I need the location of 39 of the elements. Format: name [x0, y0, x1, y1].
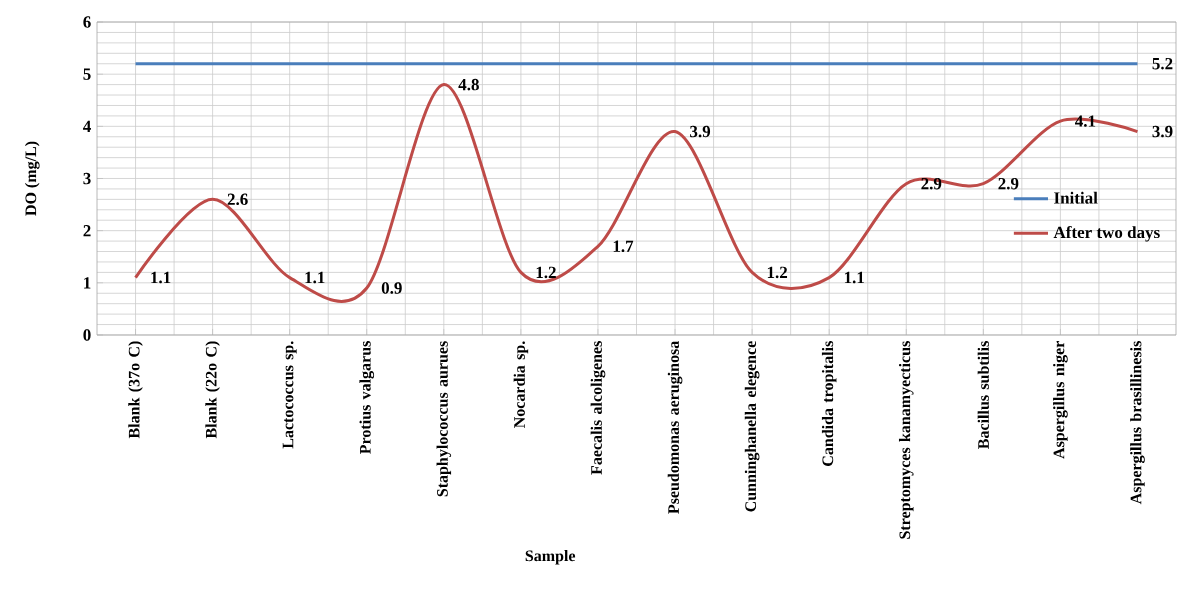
- x-tick-label: Protius valgarus: [359, 341, 375, 454]
- x-tick-label: Aspergillus brasillinesis: [1130, 341, 1145, 505]
- data-label: 5.2: [1152, 57, 1173, 70]
- x-tick-label: Candida tropitalis: [821, 341, 837, 466]
- y-axis-title: DO (mg/L): [24, 141, 40, 216]
- x-axis-title: Sample: [525, 549, 576, 565]
- x-tick-label: Lactococcus sp.: [282, 341, 297, 449]
- y-tick-label: 6: [83, 16, 91, 28]
- y-tick-label: 5: [83, 68, 91, 80]
- data-label: 1.1: [305, 271, 325, 284]
- y-tick-label: 4: [82, 120, 91, 132]
- x-tick-label: Cunninghanella elegence: [744, 341, 760, 512]
- data-label: 0.9: [381, 282, 402, 294]
- data-label: 1.2: [767, 266, 788, 279]
- y-tick-label: 1: [84, 277, 91, 289]
- x-tick-label: Bacillus subtilis: [977, 341, 989, 449]
- y-tick-label: 3: [83, 172, 91, 185]
- data-label: 1.2: [536, 266, 556, 279]
- data-label: 1.1: [844, 271, 864, 284]
- x-tick-label: Aspergillus niger: [1053, 341, 1068, 459]
- x-tick-label: Nocardia sp.: [513, 341, 529, 428]
- y-tick-label: 2: [83, 225, 91, 237]
- x-tick-label: Blank (22o C): [205, 341, 220, 439]
- y-tick-label: 0: [83, 329, 91, 341]
- data-label: 3.9: [1152, 125, 1173, 138]
- x-tick-label: Blank (37o C): [128, 341, 143, 439]
- legend-label: After two days: [1053, 225, 1160, 242]
- data-label: 2.6: [227, 193, 248, 206]
- data-label: 1.1: [151, 271, 171, 284]
- x-tick-label: Streptomyces kanamyecticus: [898, 341, 914, 539]
- x-tick-label: Staphylococcus aurues: [436, 341, 452, 497]
- data-label: 4.8: [458, 78, 479, 91]
- data-label: 2.9: [998, 177, 1019, 190]
- data-label: 2.9: [921, 177, 942, 190]
- legend-label: Initial: [1054, 191, 1098, 204]
- x-tick-label: Pseudomonas aeruginosa: [667, 340, 683, 514]
- x-tick-label: Faecalis alcoligenes: [590, 341, 606, 475]
- data-label: 1.7: [613, 240, 634, 253]
- data-label: 3.9: [690, 125, 711, 138]
